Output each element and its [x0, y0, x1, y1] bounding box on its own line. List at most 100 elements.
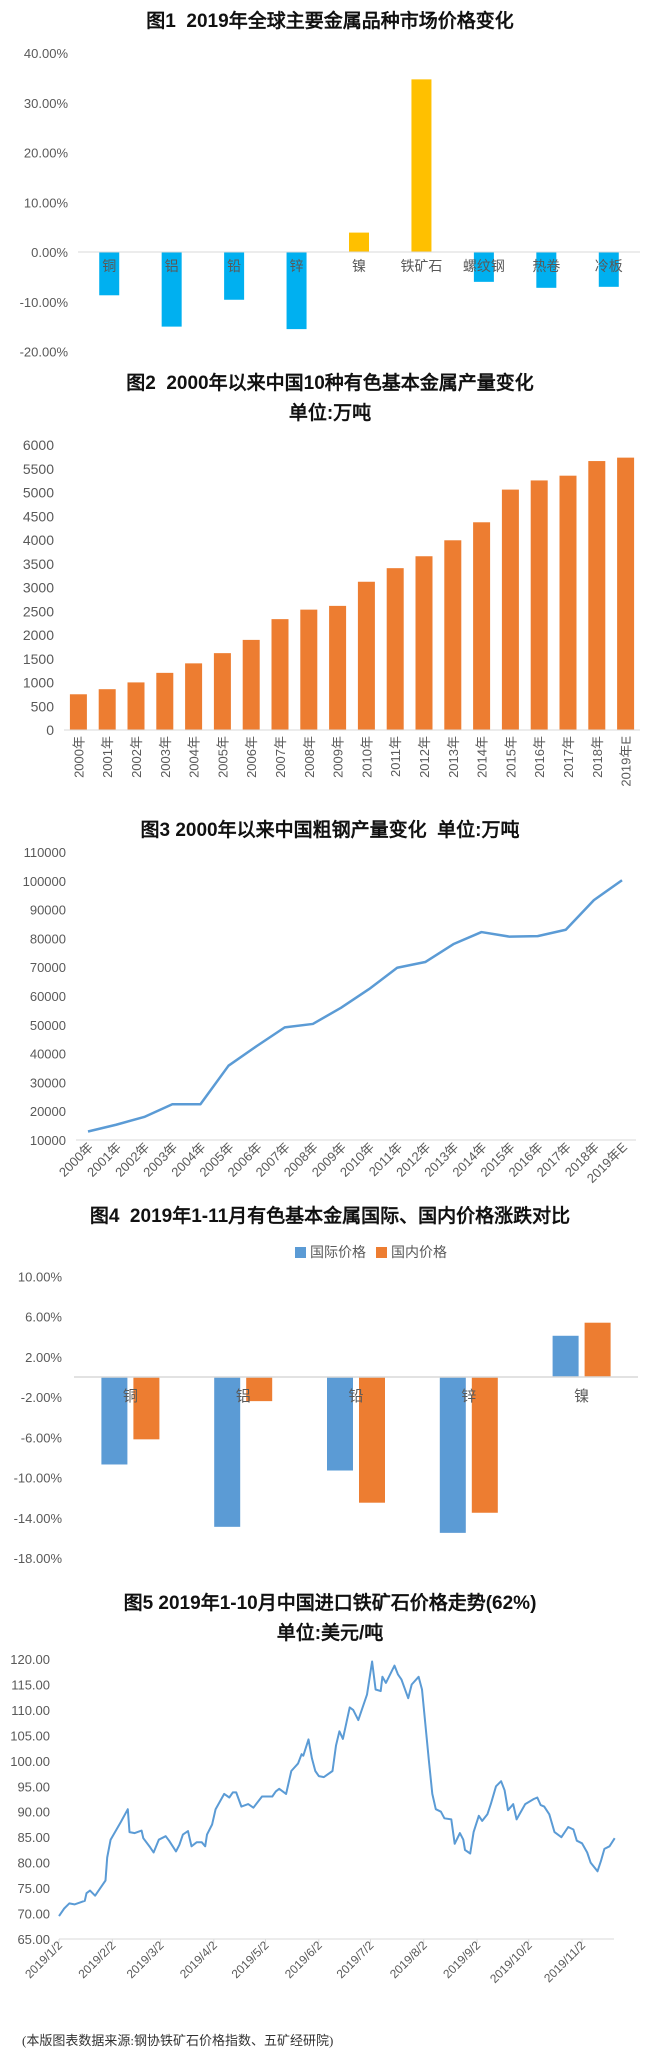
- x-tick-label: 2019/8/2: [387, 1938, 430, 1981]
- y-tick-label: 5500: [23, 461, 54, 477]
- y-tick-label: 30.00%: [24, 96, 69, 111]
- y-tick-label: 20.00%: [24, 146, 69, 161]
- bar-intl: [439, 1377, 466, 1533]
- category-label: 冷板: [595, 258, 623, 274]
- bar-intl: [214, 1377, 241, 1527]
- x-tick-label: 2019/10/2: [487, 1938, 535, 1986]
- bar: [386, 568, 404, 730]
- y-tick-label: 4000: [23, 532, 54, 548]
- bar: [224, 252, 245, 300]
- y-tick-label: -10.00%: [14, 1471, 63, 1486]
- y-tick-label: 80.00: [17, 1856, 50, 1871]
- y-tick-label: 1500: [23, 651, 54, 667]
- y-tick-label: 80000: [30, 931, 66, 946]
- bar-intl: [101, 1377, 128, 1465]
- x-tick-label: 2015年: [503, 736, 518, 778]
- x-tick-label: 2005年: [215, 736, 230, 778]
- x-tick-label: 2003年: [158, 736, 173, 778]
- y-tick-label: 120.00: [10, 1652, 50, 1667]
- category-label: 锌: [461, 1388, 476, 1405]
- x-tick-label: 2004年: [187, 736, 202, 778]
- bar: [588, 461, 606, 730]
- x-tick-label: 2000年: [71, 736, 86, 778]
- bar-domestic: [133, 1377, 160, 1440]
- legend-label-domestic: 国内价格: [391, 1244, 447, 1260]
- bar: [536, 252, 557, 288]
- y-tick-label: 95.00: [17, 1779, 50, 1794]
- x-tick-label: 2001年: [100, 736, 115, 778]
- y-tick-label: 10000: [30, 1133, 66, 1148]
- x-tick-label: 2019/5/2: [229, 1938, 272, 1981]
- bar: [127, 682, 145, 730]
- y-tick-label: 100000: [23, 874, 66, 889]
- y-tick-label: 40.00%: [24, 46, 69, 61]
- chart3-title: 图3 2000年以来中国粗钢产量变化 单位:万吨: [140, 820, 520, 841]
- x-tick-label: 2019/6/2: [282, 1938, 325, 1981]
- y-tick-label: 50000: [30, 1018, 66, 1033]
- bar: [559, 475, 577, 730]
- y-tick-label: 5000: [23, 485, 54, 501]
- iron-ore-price-line: [58, 1660, 616, 1917]
- bar: [156, 672, 174, 730]
- bar: [473, 252, 494, 282]
- x-tick-label: 2011年: [388, 736, 403, 777]
- y-tick-label: 500: [31, 698, 55, 714]
- x-tick-label: 2019/7/2: [334, 1938, 377, 1981]
- category-label: 铜: [102, 258, 116, 274]
- bar: [329, 605, 347, 730]
- bar: [69, 694, 87, 730]
- x-tick-label: 2010年: [359, 736, 374, 778]
- bar: [617, 457, 635, 730]
- legend-label-intl: 国际价格: [310, 1244, 366, 1260]
- category-label: 镍: [352, 258, 366, 274]
- x-tick-label: 2007年: [273, 736, 288, 778]
- y-tick-label: 6000: [23, 437, 54, 453]
- chart2-title: 图2 2000年以来中国10种有色基本金属产量变化: [126, 373, 534, 394]
- y-tick-label: 90.00: [17, 1805, 50, 1820]
- category-label: 镍: [574, 1387, 589, 1405]
- bar: [98, 689, 116, 730]
- y-tick-label: 2000: [23, 627, 54, 643]
- bar: [242, 639, 260, 730]
- x-tick-label: 2017年: [561, 736, 576, 778]
- x-tick-label: 2009年: [331, 736, 346, 778]
- bar: [598, 252, 619, 287]
- bar-domestic: [471, 1377, 498, 1513]
- x-tick-label: 2018年: [590, 736, 605, 778]
- bar-domestic: [584, 1322, 611, 1377]
- steel-output-line: [87, 879, 623, 1133]
- bar: [161, 252, 182, 327]
- category-label: 锌: [290, 258, 304, 274]
- x-tick-label: 2019/11/2: [541, 1938, 588, 1985]
- bar: [411, 79, 432, 253]
- chart4-title: 图4 2019年1-11月有色基本金属国际、国内价格涨跌对比: [89, 1206, 571, 1227]
- bar: [415, 556, 433, 730]
- y-tick-label: 10.00%: [24, 195, 69, 210]
- category-label: 螺纹钢: [463, 258, 505, 274]
- y-tick-label: 3500: [23, 556, 54, 572]
- y-tick-label: 115.00: [11, 1677, 50, 1692]
- y-tick-label: 2.00%: [25, 1350, 62, 1365]
- y-tick-label: -6.00%: [21, 1430, 63, 1445]
- bar: [444, 540, 462, 730]
- bar: [349, 232, 369, 252]
- y-tick-label: 20000: [30, 1104, 66, 1119]
- y-tick-label: 10.00%: [18, 1269, 63, 1284]
- bar: [357, 581, 375, 730]
- category-label: 铁矿石: [400, 258, 442, 274]
- y-tick-label: 60000: [30, 989, 66, 1004]
- y-tick-label: 1000: [23, 675, 54, 691]
- data-source-note: (本版图表数据来源:钢协铁矿石价格指数、五矿经研院): [22, 2033, 334, 2048]
- y-tick-label: 2500: [23, 603, 54, 619]
- category-label: 铅: [348, 1388, 363, 1405]
- y-tick-label: 6.00%: [25, 1310, 62, 1325]
- bar: [271, 619, 289, 730]
- y-tick-label: 0: [46, 722, 54, 738]
- x-tick-label: 2019/4/2: [177, 1938, 220, 1981]
